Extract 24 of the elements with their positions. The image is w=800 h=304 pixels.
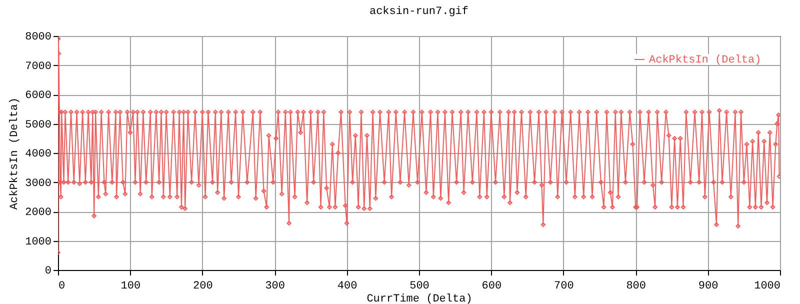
y-tick-label: 4000: [25, 148, 52, 160]
x-tick-label: 700: [554, 280, 574, 292]
x-tick-label: 500: [410, 280, 430, 292]
x-axis-title: CurrTime (Delta): [366, 294, 472, 304]
x-tick-label: 900: [698, 280, 718, 292]
x-tick-label: 100: [120, 280, 141, 292]
y-tick-label: 8000: [25, 32, 52, 44]
x-tick-label: 600: [482, 280, 502, 292]
x-tick-label: 300: [265, 280, 286, 292]
y-tick-label: 1000: [25, 236, 52, 248]
legend-label: AckPktsIn (Delta): [649, 54, 762, 66]
y-tick-label: 7000: [25, 60, 52, 73]
chart-title: acksin-run7.gif: [369, 6, 469, 18]
y-tick-label: 6000: [25, 90, 52, 102]
y-tick-label: 0: [44, 266, 52, 278]
y-tick-label: 3000: [25, 178, 52, 190]
y-tick-label: 5000: [25, 119, 52, 132]
x-tick-label: 1000: [754, 280, 780, 292]
y-axis-title: AckPktsIn (Delta): [9, 97, 22, 210]
x-tick-label: 0: [58, 280, 66, 292]
x-tick-label: 800: [626, 280, 646, 292]
x-tick-label: 400: [337, 280, 358, 292]
x-tick-label: 200: [192, 280, 213, 292]
y-tick-label: 2000: [25, 207, 52, 219]
